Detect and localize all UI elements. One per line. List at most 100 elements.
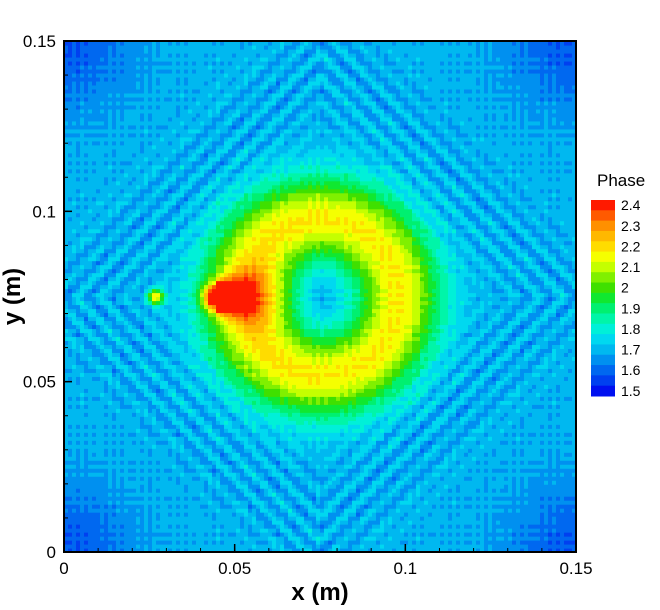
contour-cell	[120, 324, 125, 330]
contour-cell	[104, 304, 109, 310]
contour-cell	[168, 504, 173, 509]
contour-cell	[144, 372, 149, 377]
contour-cell	[164, 260, 169, 266]
contour-cell	[176, 320, 181, 326]
contour-cell	[144, 252, 149, 258]
contour-cell	[168, 516, 173, 521]
contour-cell	[188, 200, 193, 206]
contour-cell	[208, 508, 213, 513]
contour-cell	[208, 88, 213, 94]
contour-cell	[132, 328, 137, 334]
contour-cell	[112, 292, 117, 298]
contour-cell	[144, 268, 149, 274]
contour-cell	[140, 208, 145, 214]
contour-cell	[148, 368, 153, 373]
contour-cell	[152, 272, 157, 278]
contour-cell	[144, 292, 149, 298]
contour-cell	[196, 364, 201, 369]
contour-cell	[188, 484, 193, 489]
contour-cell	[200, 68, 205, 74]
contour-cell	[80, 352, 85, 357]
contour-cell	[116, 320, 121, 326]
contour-cell	[76, 56, 81, 62]
contour-cell	[96, 260, 101, 266]
contour-cell	[64, 456, 69, 461]
contour-cell	[216, 536, 221, 541]
contour-cell	[104, 296, 109, 302]
contour-cell	[160, 468, 165, 473]
contour-cell	[164, 76, 169, 82]
contour-cell	[68, 72, 73, 78]
contour-cell	[144, 484, 149, 489]
contour-cell	[136, 468, 141, 473]
contour-cell	[176, 116, 181, 122]
contour-cell	[168, 164, 173, 170]
contour-cell	[92, 152, 97, 158]
contour-cell	[136, 80, 141, 86]
contour-cell	[200, 260, 205, 266]
contour-cell	[104, 108, 109, 114]
contour-cell	[176, 224, 181, 230]
contour-cell	[100, 520, 105, 525]
contour-cell	[92, 524, 97, 529]
contour-cell	[72, 96, 77, 102]
contour-cell	[136, 180, 141, 186]
contour-cell	[112, 528, 117, 533]
contour-cell	[128, 164, 133, 170]
contour-cell	[88, 428, 93, 433]
contour-cell	[92, 156, 97, 162]
contour-cell	[160, 276, 165, 282]
contour-cell	[76, 228, 81, 234]
contour-cell	[192, 48, 197, 54]
contour-cell	[172, 156, 177, 162]
contour-cell	[72, 376, 77, 381]
contour-cell	[92, 396, 97, 401]
contour-cell	[88, 368, 93, 373]
contour-cell	[108, 408, 113, 413]
contour-cell	[172, 108, 177, 114]
contour-cell	[96, 504, 101, 509]
contour-cell	[64, 108, 69, 114]
contour-cell	[208, 180, 213, 186]
contour-cell	[76, 528, 81, 533]
contour-cell	[68, 368, 73, 373]
contour-cell	[136, 192, 141, 198]
contour-cell	[156, 204, 161, 210]
contour-cell	[180, 332, 185, 338]
contour-cell	[132, 132, 137, 138]
contour-cell	[152, 484, 157, 489]
contour-cell	[84, 412, 89, 417]
contour-cell	[152, 464, 157, 469]
contour-cell	[152, 448, 157, 453]
contour-cell	[80, 228, 85, 234]
contour-cell	[124, 380, 129, 385]
contour-cell	[72, 132, 77, 138]
contour-cell	[128, 484, 133, 489]
contour-cell	[204, 80, 209, 86]
contour-cell	[120, 404, 125, 409]
contour-cell	[128, 456, 133, 461]
contour-cell	[116, 160, 121, 166]
contour-cell	[172, 188, 177, 194]
contour-cell	[192, 472, 197, 477]
contour-cell	[68, 396, 73, 401]
contour-cell	[144, 41, 149, 46]
contour-cell	[96, 84, 101, 90]
contour-cell	[216, 92, 221, 98]
contour-cell	[80, 276, 85, 282]
contour-cell	[168, 436, 173, 441]
contour-cell	[192, 112, 197, 118]
contour-cell	[188, 156, 193, 162]
contour-cell	[132, 416, 137, 421]
contour-cell	[172, 528, 177, 533]
contour-cell	[212, 168, 217, 174]
contour-cell	[216, 452, 221, 457]
contour-cell	[88, 292, 93, 298]
contour-cell	[124, 540, 129, 545]
contour-cell	[204, 232, 209, 238]
contour-cell	[196, 68, 201, 74]
contour-cell	[124, 160, 129, 166]
contour-cell	[144, 452, 149, 457]
contour-cell	[100, 544, 105, 549]
contour-cell	[116, 136, 121, 142]
